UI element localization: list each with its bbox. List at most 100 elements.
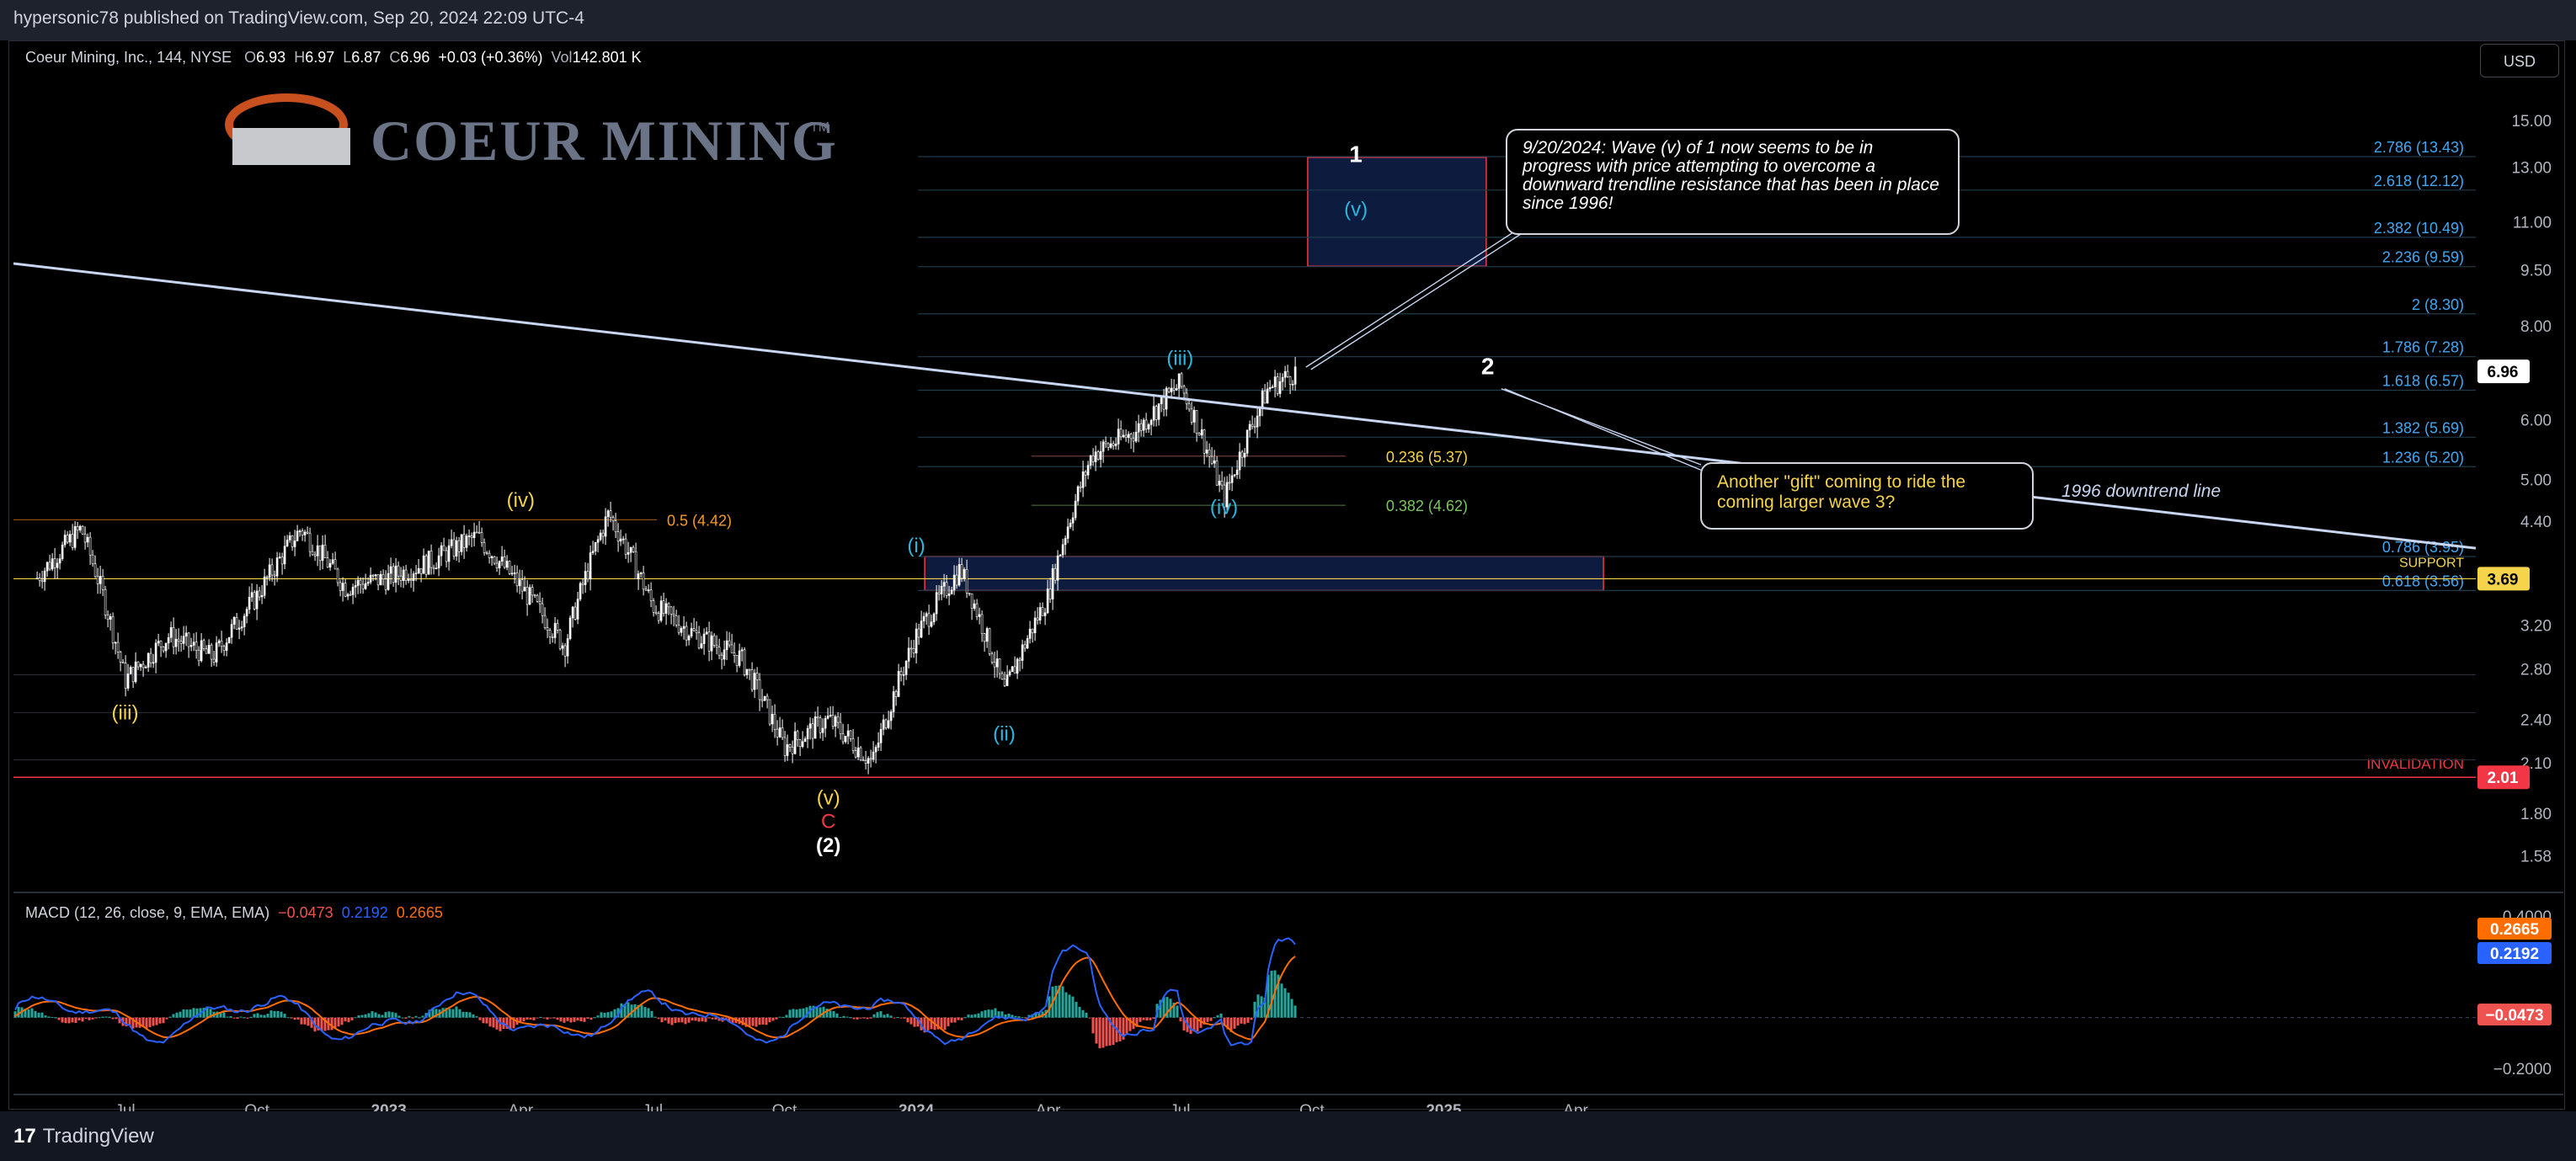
macd-hist-bar bbox=[798, 1009, 802, 1018]
candle-body bbox=[1180, 373, 1183, 387]
candle-body bbox=[614, 520, 617, 532]
macd-hist-bar bbox=[997, 1011, 1000, 1018]
macd-hist-bar bbox=[883, 1015, 886, 1018]
candle-body bbox=[531, 587, 534, 596]
candle-body bbox=[813, 716, 817, 739]
macd-hist-bar bbox=[1122, 1017, 1125, 1040]
candle-body bbox=[717, 647, 721, 656]
candle-body bbox=[940, 586, 943, 594]
macd-hist-bar bbox=[872, 1014, 876, 1018]
macd-hist-bar bbox=[829, 1010, 832, 1018]
candle-body bbox=[849, 730, 852, 739]
macd-signal-value: 0.2665 bbox=[396, 904, 443, 921]
macd-hist-bar bbox=[947, 1017, 950, 1026]
macd-hist-bar bbox=[482, 1017, 485, 1024]
macd-hist-bar bbox=[1071, 996, 1075, 1018]
macd-badge-label: 0.2665 bbox=[2490, 921, 2540, 939]
candle-body bbox=[1008, 671, 1011, 675]
macd-hist-bar bbox=[1085, 1012, 1088, 1018]
macd-hist-bar bbox=[606, 1012, 610, 1018]
candle-body bbox=[440, 545, 443, 557]
macd-hist-bar bbox=[84, 1017, 88, 1020]
candle-body bbox=[672, 614, 675, 616]
macd-hist-bar bbox=[1021, 1017, 1024, 1019]
macd-hist-bar bbox=[475, 1016, 478, 1018]
candle-body bbox=[715, 645, 718, 648]
macd-hist-bar bbox=[815, 1007, 819, 1018]
macd-hist-bar bbox=[98, 1017, 101, 1019]
candle-body bbox=[1208, 450, 1211, 457]
candle-body bbox=[220, 640, 223, 647]
tradingview-brand[interactable]: 17 TradingView bbox=[13, 1125, 154, 1148]
candle-body bbox=[904, 661, 908, 675]
candle-body bbox=[533, 594, 536, 597]
macd-hist-bar bbox=[637, 1004, 640, 1018]
macd-hist-bar bbox=[755, 1017, 758, 1027]
candle-body bbox=[131, 667, 135, 683]
candle-body bbox=[389, 566, 392, 574]
candle-body bbox=[685, 626, 688, 641]
candle-body bbox=[824, 717, 827, 729]
macd-hist-bar bbox=[148, 1017, 152, 1028]
candle-body bbox=[831, 714, 835, 727]
currency-button[interactable]: USD bbox=[2480, 44, 2559, 77]
macd-hist-bar bbox=[495, 1017, 499, 1030]
macd-hist-bar bbox=[1246, 1017, 1250, 1023]
candle-body bbox=[942, 582, 946, 587]
candle-body bbox=[1132, 438, 1135, 442]
note1-connector bbox=[1305, 230, 1517, 368]
macd-hist-bar bbox=[1091, 1017, 1095, 1034]
fib-level-label: 1.786 (7.28) bbox=[2382, 339, 2464, 356]
candle-body bbox=[1175, 388, 1178, 391]
candle-body bbox=[753, 673, 756, 690]
macd-hist-bar bbox=[290, 1017, 293, 1019]
grid-layer bbox=[13, 892, 2563, 1095]
price-badge-label: 3.69 bbox=[2488, 571, 2519, 588]
macd-hist-bar bbox=[600, 1012, 603, 1018]
macd-hist-bar bbox=[1179, 1017, 1182, 1022]
macd-hist-bar bbox=[1277, 974, 1280, 1018]
macd-hist-bar bbox=[131, 1017, 135, 1029]
macd-hist-bar bbox=[1017, 1016, 1021, 1018]
macd-hist-bar bbox=[1162, 997, 1165, 1018]
candle-body bbox=[839, 722, 842, 734]
candle-body bbox=[548, 630, 552, 637]
candle-body bbox=[563, 645, 567, 657]
macd-hist-bar bbox=[936, 1017, 940, 1030]
macd-hist-bar bbox=[994, 1008, 997, 1018]
macd-hist-bar bbox=[253, 1014, 256, 1018]
candle-body bbox=[611, 517, 615, 521]
wave-label: (v) bbox=[817, 786, 840, 809]
macd-hist-bar bbox=[741, 1017, 744, 1025]
candle-body bbox=[475, 531, 478, 534]
candle-body bbox=[56, 562, 59, 568]
candle-body bbox=[1026, 638, 1029, 649]
macd-hist-bar bbox=[856, 1017, 859, 1020]
macd-hist-bar bbox=[391, 1012, 394, 1018]
candle-body bbox=[995, 658, 999, 668]
candle-body bbox=[399, 575, 403, 582]
wave-label: (v) bbox=[1344, 198, 1368, 221]
macd-hist-bar bbox=[320, 1017, 323, 1031]
candle-body bbox=[930, 621, 933, 627]
candle-body bbox=[841, 733, 845, 743]
macd-hist-bar bbox=[680, 1017, 684, 1023]
candle-body bbox=[952, 574, 956, 591]
candle-body bbox=[1071, 517, 1075, 524]
candle-body bbox=[1167, 387, 1171, 392]
candle-body bbox=[821, 727, 824, 733]
logo-tm: TM bbox=[810, 120, 829, 135]
macd-hist-bar bbox=[1078, 1006, 1081, 1018]
labels-layer: (iii)(iv)(v)C(2)(i)(ii)(iii)(iv)(v)12 bbox=[112, 141, 1495, 857]
candle-body bbox=[728, 640, 731, 646]
macd-hist-bar bbox=[195, 1008, 199, 1018]
candle-body bbox=[200, 640, 203, 662]
price-tick-label: 1.80 bbox=[2520, 806, 2552, 823]
candle-body bbox=[669, 606, 673, 615]
candle-body bbox=[1109, 443, 1112, 448]
candle-body bbox=[270, 564, 274, 576]
candle-body bbox=[968, 593, 971, 594]
candle-body bbox=[109, 616, 112, 620]
candle-body bbox=[207, 644, 211, 654]
